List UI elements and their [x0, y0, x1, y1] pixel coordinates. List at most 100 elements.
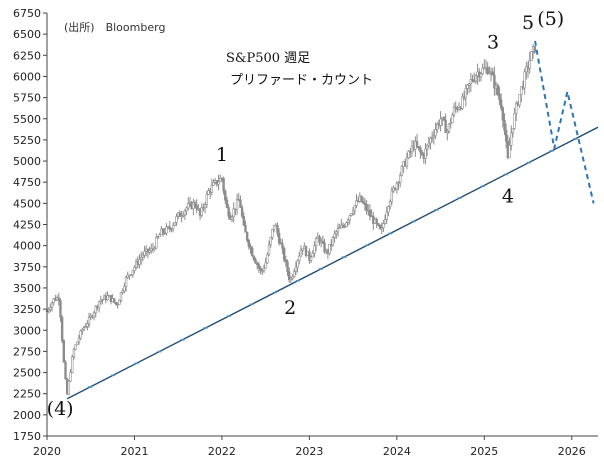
- x-tick-label: 2021: [120, 445, 148, 458]
- wave-label: (5): [537, 8, 564, 30]
- x-tick-label: 2024: [383, 445, 411, 458]
- trendline-group: [66, 126, 599, 400]
- candle-body: [533, 46, 536, 53]
- candle-body: [269, 237, 272, 246]
- candle-body: [399, 175, 402, 183]
- candle-body: [461, 96, 464, 109]
- candle-body: [471, 79, 474, 81]
- candle-body: [451, 114, 454, 124]
- candle-body: [284, 259, 288, 262]
- candle-body: [452, 106, 456, 116]
- candle-body: [515, 102, 518, 114]
- y-tick-label: 6750: [13, 7, 41, 20]
- candle-body: [74, 344, 77, 350]
- candle-body: [444, 119, 447, 134]
- candle-body: [64, 361, 67, 380]
- candle-body: [240, 207, 244, 217]
- candle-body: [469, 79, 473, 84]
- candle-body: [84, 326, 87, 328]
- candle-body: [131, 270, 134, 275]
- candle-body: [101, 299, 104, 301]
- candle-body: [94, 306, 97, 314]
- y-tick-label: 5750: [13, 92, 41, 105]
- candle-body: [363, 202, 367, 205]
- candle-body: [405, 157, 409, 167]
- candle-body: [52, 298, 55, 304]
- candle-body: [395, 182, 399, 190]
- candle-body: [313, 245, 316, 254]
- x-tick-label: 2025: [470, 445, 498, 458]
- candle-body: [77, 337, 81, 343]
- candle-body: [165, 226, 168, 234]
- candle-body: [430, 136, 434, 139]
- candle-body: [47, 309, 50, 312]
- y-tick-label: 4000: [13, 240, 41, 253]
- candle-body: [168, 226, 171, 230]
- axes: 1750 2000 2250 2500 2750 3000 3250 3500 3750 4000…: [13, 7, 598, 458]
- candle-body: [407, 150, 410, 159]
- y-tick-label: 3000: [13, 324, 41, 337]
- candle-body: [486, 67, 489, 75]
- wave-label: 5: [522, 12, 534, 34]
- candle-body: [59, 300, 62, 318]
- wave-label: 1: [216, 144, 228, 166]
- candle-body: [279, 242, 282, 245]
- candle-body: [99, 299, 103, 302]
- candle-body: [72, 348, 76, 357]
- candle-body: [397, 182, 400, 184]
- candle-body: [400, 166, 404, 176]
- candle-body: [271, 229, 274, 238]
- candle-body: [442, 117, 446, 121]
- y-tick-label: 1750: [13, 430, 41, 443]
- candle-body: [276, 224, 279, 234]
- candle-body: [439, 118, 442, 126]
- candle-body: [155, 237, 158, 249]
- candle-body: [301, 248, 304, 251]
- candle-body: [156, 236, 160, 239]
- candle-body: [62, 340, 66, 363]
- candle-body: [377, 223, 380, 226]
- candle-body: [210, 184, 214, 193]
- candle-body: [256, 263, 259, 266]
- x-tick-label: 2020: [33, 445, 61, 458]
- chart-title: S&P500 週足: [226, 51, 310, 66]
- candle-body: [185, 207, 188, 212]
- candle-body: [119, 292, 123, 301]
- candle-body: [143, 251, 146, 256]
- y-tick-label: 3250: [13, 303, 41, 316]
- candle-body: [378, 224, 382, 230]
- candle-body: [97, 301, 101, 308]
- candle-body: [225, 199, 229, 208]
- candle-body: [183, 210, 187, 216]
- candle-body: [118, 300, 121, 305]
- wave-label: (4): [47, 398, 74, 420]
- wave-labels: (4) 1 2 3 4 5 (5): [47, 8, 565, 420]
- candle-body: [365, 204, 368, 212]
- y-tick-label: 5500: [13, 113, 41, 126]
- candle-body: [429, 137, 432, 144]
- y-tick-label: 5000: [13, 155, 41, 168]
- candle-body: [250, 247, 254, 257]
- candle-body: [353, 205, 356, 212]
- candle-body: [254, 259, 257, 264]
- candle-body: [491, 71, 494, 76]
- candle-body: [60, 316, 64, 341]
- candle-body: [362, 201, 365, 204]
- candle-body: [466, 84, 469, 89]
- source-note: (出所) Bloomberg: [64, 20, 165, 34]
- candle-body: [345, 222, 348, 227]
- candle-body: [499, 99, 503, 109]
- candle-body: [79, 330, 82, 339]
- candle-body: [380, 227, 383, 230]
- candle-body: [247, 240, 251, 247]
- candle-body: [296, 260, 299, 268]
- candle-body: [87, 316, 91, 325]
- y-tick-label: 2750: [13, 345, 41, 358]
- candle-body: [106, 295, 109, 301]
- candle-body: [525, 66, 528, 73]
- candle-body: [474, 75, 478, 82]
- candle-body: [432, 135, 436, 138]
- candle-body: [321, 240, 325, 244]
- candle-body: [71, 356, 74, 373]
- candle-body: [57, 297, 60, 301]
